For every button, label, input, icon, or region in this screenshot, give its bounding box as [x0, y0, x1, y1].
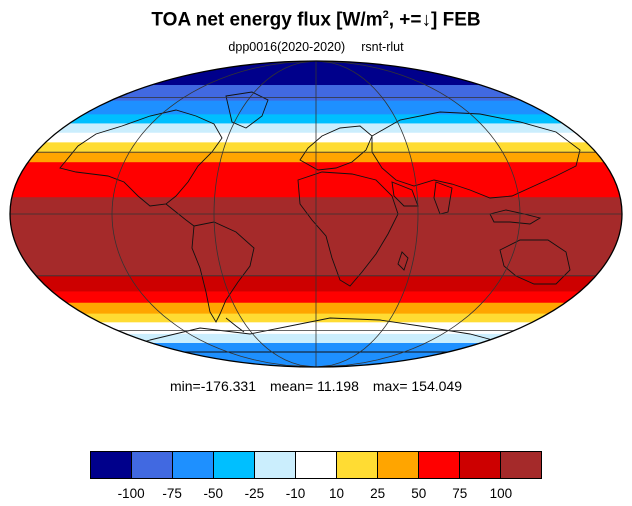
- colorbar-swatch-4: [255, 452, 296, 478]
- stat-max: max= 154.049: [372, 378, 462, 394]
- coast-arabia: [391, 181, 419, 207]
- colorbar-tick-label: 50: [411, 486, 427, 501]
- meridian-line: [213, 61, 317, 367]
- map-subtitle: dpp0016(2020-2020) rsnt-rlut: [0, 40, 632, 54]
- colorbar-tick-label: -10: [285, 486, 306, 501]
- coast-australia: [499, 239, 571, 285]
- map-title: TOA net energy flux [W/m2, +=↓] FEB: [151, 9, 481, 31]
- meridian-line: [315, 61, 521, 367]
- stat-mean: mean= 11.198: [270, 378, 359, 394]
- globe-outline: [9, 60, 623, 368]
- colorbar-ticks: -100 -75 -50 -25 -10 10 25 50 75 100: [0, 486, 632, 504]
- colorbar-swatch-2: [173, 452, 214, 478]
- colorbar-tick-label: -75: [162, 486, 182, 501]
- colorbar-tick-label: 75: [452, 486, 468, 501]
- meridian-line: [111, 61, 317, 367]
- coast-asia: [371, 111, 581, 199]
- colorbar-swatch-1: [132, 452, 173, 478]
- colorbar-tick-label: -100: [117, 486, 145, 501]
- colorbar-tick-label: -25: [244, 486, 265, 501]
- stat-min: min=-176.331: [169, 378, 256, 394]
- colorbar-tick-label: 25: [370, 486, 386, 501]
- colorbar-tick-label: 100: [489, 486, 513, 501]
- coast-africa: [297, 171, 399, 287]
- coast-indonesia: [489, 209, 542, 225]
- colorbar-swatch-7: [378, 452, 419, 478]
- colorbar-swatch-8: [419, 452, 460, 478]
- colorbar-swatch-0: [91, 452, 132, 478]
- coast-central-america: [165, 203, 195, 227]
- run-label: dpp0016(2020-2020): [228, 40, 346, 54]
- coast-new-zealand: [583, 285, 597, 305]
- coast-madagascar: [397, 251, 409, 271]
- graticule: [10, 61, 622, 367]
- coast-india: [433, 181, 453, 215]
- colorbar-tick-label: -50: [203, 486, 224, 501]
- meridian-line: [315, 61, 419, 367]
- colorbar-swatch-6: [337, 452, 378, 478]
- colorbar-tick-label: 10: [329, 486, 345, 501]
- coast-north-america: [59, 109, 223, 207]
- coastlines: [59, 91, 597, 353]
- colorbar-swatch-3: [214, 452, 255, 478]
- coast-south-america: [191, 221, 255, 323]
- variable-label: rsnt-rlut: [361, 40, 404, 54]
- colorbar-swatch-10: [501, 452, 541, 478]
- colorbar: [90, 451, 542, 479]
- coast-greenland: [225, 91, 269, 129]
- colorbar-swatch-5: [296, 452, 337, 478]
- coast-antarctic-peninsula: [225, 317, 245, 333]
- colorbar-swatch-9: [460, 452, 501, 478]
- map-statistics: min=-176.331 mean= 11.198 max= 154.049: [0, 378, 632, 394]
